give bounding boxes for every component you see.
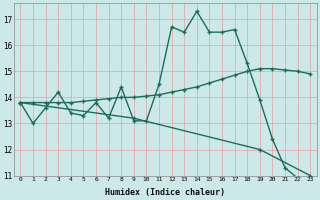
X-axis label: Humidex (Indice chaleur): Humidex (Indice chaleur): [105, 188, 225, 197]
